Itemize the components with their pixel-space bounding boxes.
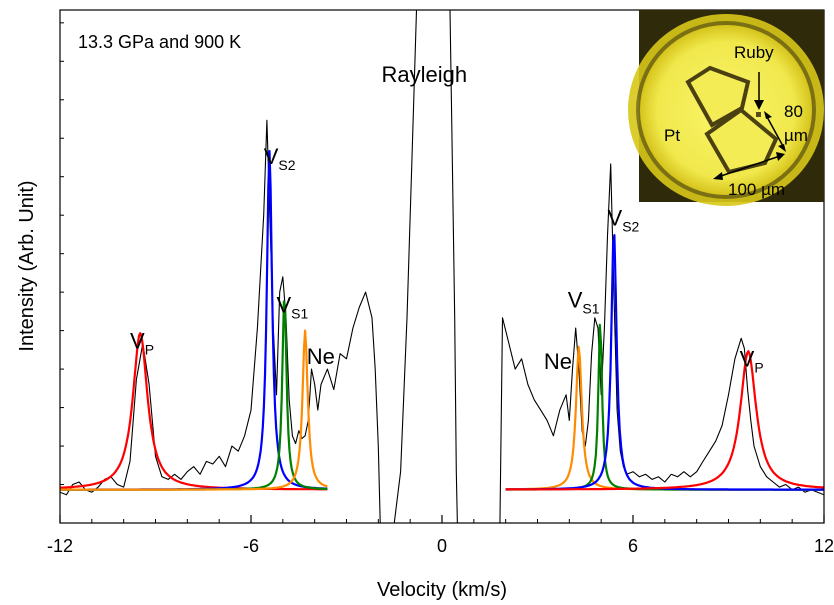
inset-crystal-upper: [685, 65, 751, 128]
x-tick-label: -6: [243, 536, 259, 556]
annotation-vp-right: VP: [740, 347, 764, 376]
series-fit-VS1-left: [60, 300, 328, 491]
annotation-subscript: P: [145, 342, 154, 358]
annotation-vs1-left: VS1: [276, 293, 308, 322]
annotation-subscript: S1: [291, 306, 308, 322]
annotation-subscript: S2: [622, 218, 639, 234]
series-fit-VP-left: [60, 332, 328, 491]
series-raw-spectrum-right: [499, 163, 824, 523]
x-tick-label: 6: [628, 536, 638, 556]
inset-length-arrowhead-right: [776, 152, 785, 161]
axis-ticks: -12 -6 0 6 12: [47, 22, 834, 556]
annotation-main: V: [608, 205, 623, 230]
annotation-main: Ne: [544, 349, 572, 374]
annotation-rayleigh: Rayleigh: [382, 62, 468, 87]
annotation-vs2-left: VS2: [264, 144, 296, 173]
annotation-vp-left: VP: [130, 329, 154, 358]
series-fit-Ne-left: [60, 329, 328, 491]
annotation-vs2-right: VS2: [608, 205, 640, 234]
series-fit-VS2-left: [60, 150, 328, 491]
inset-ruby-arrowhead: [754, 100, 764, 110]
annotation-subscript: S1: [582, 301, 599, 317]
x-axis-label: Velocity (km/s): [377, 579, 507, 601]
y-axis-label: Intensity (Arb. Unit): [16, 180, 38, 351]
annotation-main: V: [130, 329, 145, 354]
annotation-subscript: P: [754, 360, 763, 376]
inset-length-label: 100 µm: [728, 180, 785, 199]
spectrum-series-layer: [60, 10, 824, 523]
inset-ruby-chip: [756, 112, 761, 117]
series-rayleigh-peak: [393, 10, 458, 523]
series-raw-spectrum-left: [60, 119, 381, 523]
x-tick-label: 0: [437, 536, 447, 556]
annotation-main: V: [740, 347, 755, 372]
x-tick-label: 12: [814, 536, 834, 556]
inset-width-arrowhead-bottom: [778, 144, 786, 152]
inset-crystal-lower: [704, 107, 779, 175]
annotation-subscript: S2: [278, 157, 295, 173]
annotation-ne-right: Ne: [544, 349, 572, 374]
annotation-ne-left: Ne: [307, 344, 335, 369]
annotation-main: V: [264, 144, 279, 169]
x-tick-label: -12: [47, 536, 73, 556]
inset-width-arrowhead-top: [764, 111, 772, 119]
inset-width-arrow: [765, 114, 785, 149]
inset-length-arrowhead-left: [713, 172, 723, 180]
annotation-vs1-right: VS1: [568, 288, 600, 317]
annotation-main: V: [276, 293, 291, 318]
annotation-main: Ne: [307, 344, 335, 369]
series-fit-VP-right: [505, 350, 824, 491]
inset-width-label: 80: [784, 102, 803, 121]
annotation-main: Rayleigh: [382, 62, 468, 87]
sample-micrograph-inset: Ruby Pt 80 µm 100 µm: [628, 10, 824, 206]
condition-label: 13.3 GPa and 900 K: [78, 32, 241, 52]
inset-length-arrow: [717, 155, 781, 178]
annotation-main: V: [568, 288, 583, 313]
inset-pt-label: Pt: [664, 126, 680, 145]
inset-ruby-label: Ruby: [734, 43, 774, 62]
inset-width-unit-label: µm: [784, 126, 808, 145]
